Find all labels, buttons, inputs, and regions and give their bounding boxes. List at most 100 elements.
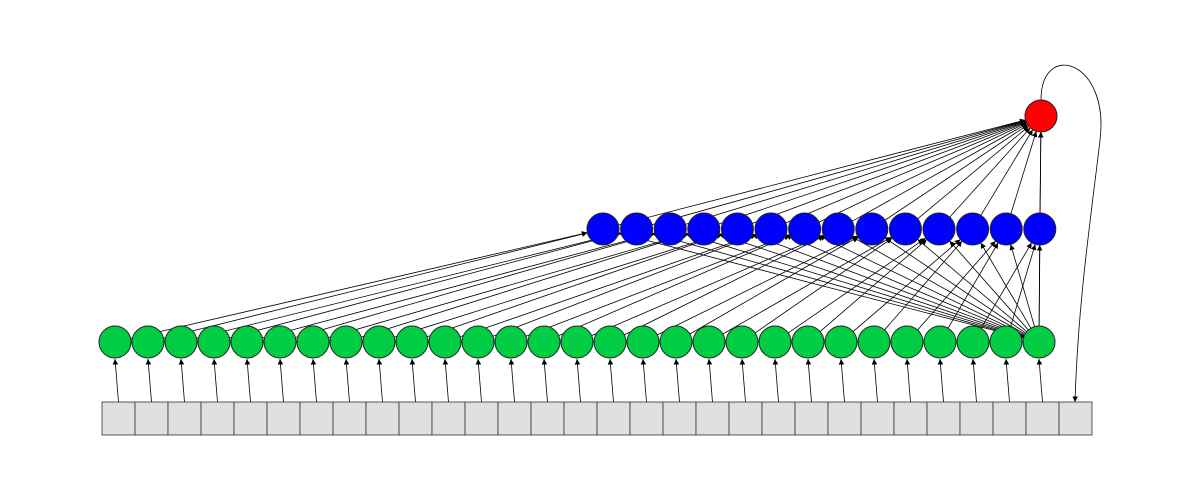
layer1-node	[1022, 325, 1056, 359]
layer1-to-layer2-edge	[754, 237, 893, 334]
layer1-node	[197, 325, 231, 359]
layer1-to-layer2-edge	[426, 233, 723, 338]
input-cell	[530, 401, 565, 436]
layer1-to-layer2-edge	[624, 235, 825, 336]
layer1-to-layer2-edge	[229, 231, 622, 339]
input-cell	[992, 401, 1027, 436]
layer1-node	[692, 325, 726, 359]
layer1-to-layer2-edge	[980, 242, 1032, 329]
layer1-to-layer2-edge	[917, 240, 996, 331]
layer1-to-layer2-edge	[851, 236, 1026, 335]
input-to-layer1-edge	[1003, 358, 1010, 403]
input-to-layer1-edge	[640, 358, 647, 403]
input-cell	[167, 401, 202, 436]
layer1-to-layer2-edge	[685, 232, 1024, 338]
input-cell	[563, 401, 598, 436]
layer1-node	[296, 325, 330, 359]
hidden-layer-1	[98, 325, 1056, 359]
layer1-node	[98, 325, 132, 359]
input-cell	[299, 401, 334, 436]
layer2-node	[956, 212, 990, 246]
layer1-to-layer2-edge	[884, 237, 1026, 334]
layer1-node	[494, 325, 528, 359]
input-cell	[464, 401, 499, 436]
layer2-to-output-edge	[618, 118, 1026, 226]
input-to-layer1-edge	[970, 358, 977, 403]
input-cell	[761, 401, 796, 436]
input-to-layer1-edge	[739, 358, 746, 403]
layer2-node	[1023, 212, 1057, 246]
layer1-to-layer2-edge	[718, 233, 1024, 338]
layer2-to-output-edge	[752, 120, 1027, 224]
layer1-node	[164, 325, 198, 359]
input-cell	[596, 401, 631, 436]
layer2-node	[620, 212, 654, 246]
input-to-layer1-edge	[772, 358, 779, 403]
input-to-layer1-edge	[112, 358, 119, 403]
input-cell	[728, 401, 763, 436]
layer1-node	[395, 325, 429, 359]
layer1-to-layer2-edge	[394, 232, 723, 338]
layer1-to-layer2-edge	[196, 231, 622, 339]
input-to-layer1-edge	[409, 358, 416, 403]
input-cell	[662, 401, 697, 436]
input-cell	[233, 401, 268, 436]
input-cell	[266, 401, 301, 436]
layer1-to-layer2-edge	[884, 240, 963, 331]
layer1-node	[857, 325, 891, 359]
layer1-node	[362, 325, 396, 359]
input-to-layer1-edge	[178, 358, 185, 403]
layer1-node	[890, 325, 924, 359]
layer2-to-output-edge	[949, 127, 1031, 218]
input-cell	[794, 401, 829, 436]
layer1-node	[527, 325, 561, 359]
input-cell	[695, 401, 730, 436]
input-to-layer1-edge	[904, 358, 911, 403]
layer1-node	[329, 325, 363, 359]
layer1-to-layer2-edge	[591, 234, 824, 337]
layer1-to-layer2-edge	[295, 232, 655, 338]
output-node	[1024, 99, 1058, 133]
layer2-node	[821, 212, 855, 246]
input-to-layer1-edge	[937, 358, 944, 403]
input-cell	[1025, 401, 1060, 436]
layer1-node	[131, 325, 165, 359]
layer1-to-layer2-edge	[819, 239, 928, 332]
input-to-layer1-edge	[871, 358, 878, 403]
layer2-node	[989, 212, 1023, 246]
layer1-to-layer2-edge	[689, 236, 859, 335]
input-to-layer1-edge	[541, 358, 548, 403]
input-to-layer1-edge	[508, 358, 515, 403]
layer1-node	[956, 325, 990, 359]
input-cell	[860, 401, 895, 436]
layer2-to-output-edge	[818, 122, 1027, 223]
layer1-node	[923, 325, 957, 359]
input-to-layer1-edge	[1036, 358, 1043, 403]
input-cell	[134, 401, 169, 436]
layer2-to-output-edge	[884, 124, 1028, 221]
edge-layer	[112, 64, 1102, 403]
layer2-node	[855, 212, 889, 246]
layer2-node	[888, 212, 922, 246]
layer1-to-layer2-edge	[752, 233, 1025, 337]
layer1-to-layer2-edge	[558, 234, 791, 337]
layer1-to-layer2-edge	[722, 236, 892, 335]
input-cell	[497, 401, 532, 436]
layer1-to-layer2-edge	[787, 237, 927, 334]
layer1-to-layer2-edge	[657, 235, 858, 336]
layer2-node	[754, 212, 788, 246]
input-to-layer1-edge	[673, 358, 680, 403]
layer1-to-layer2-edge	[459, 233, 757, 338]
layer1-node	[428, 325, 462, 359]
layer2-to-output-edge	[917, 125, 1029, 220]
layer1-to-layer2-edge	[525, 234, 790, 337]
layer2-node	[687, 212, 721, 246]
layer2-node	[653, 212, 687, 246]
input-cell	[398, 401, 433, 436]
input-cell	[431, 401, 466, 436]
input-to-layer1-edge	[310, 358, 317, 403]
input-to-layer1-edge	[574, 358, 581, 403]
input-to-layer1-edge	[706, 358, 713, 403]
layer1-node	[263, 325, 297, 359]
input-to-layer1-edge	[343, 358, 350, 403]
